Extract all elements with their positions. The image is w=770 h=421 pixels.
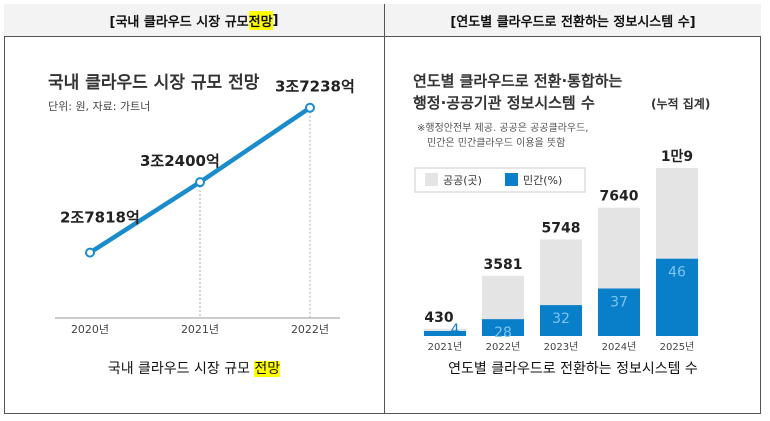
x-tick-2022년: 2022년	[486, 341, 521, 353]
x-tick-2023년: 2023년	[544, 341, 579, 353]
pct-label-2021년: 4	[451, 322, 460, 338]
pct-label-2023년: 32	[552, 311, 570, 327]
line-chart-subtitle: 단위: 원, 자료: 가트너	[48, 100, 150, 113]
bar-private-2023년	[540, 305, 582, 336]
bar-private-2022년	[482, 319, 524, 336]
left-header-text: [국내 클라우드 시장 규모	[109, 14, 249, 30]
left-caption: 국내 클라우드 시장 규모 전망	[4, 358, 384, 378]
right-header-text: [연도별 클라우드로 전환하는 정보시스템 수]	[450, 14, 696, 30]
left-caption-highlight: 전망	[254, 361, 281, 377]
line-chart-title: 국내 클라우드 시장 규모 전망	[48, 73, 260, 93]
bar-chart-title-line1: 연도별 클라우드로 전환·통합하는	[413, 72, 623, 90]
left-header-close: ]	[272, 12, 279, 28]
left-header-highlight: 전망	[248, 10, 273, 30]
bar-private-2024년	[598, 288, 640, 336]
data-point-2021년	[195, 177, 205, 188]
data-label-2020년: 2조7818억	[60, 209, 140, 227]
x-tick-2021년: 2021년	[181, 323, 219, 336]
data-label-2021년: 3조2400억	[140, 152, 220, 170]
x-tick-2024년: 2024년	[602, 341, 637, 353]
legend-swatch-private	[505, 173, 518, 186]
legend-box	[414, 167, 586, 193]
total-label-2025년: 1만9	[661, 149, 693, 165]
total-label-2024년: 7640	[600, 189, 639, 205]
x-tick-2021년: 2021년	[428, 341, 463, 353]
data-point-2020년	[85, 247, 95, 258]
right-caption-text: 연도별 클라우드로 전환하는 정보시스템 수	[448, 361, 698, 377]
x-tick-2020년: 2020년	[71, 323, 109, 336]
bar-chart-title-suffix: (누적 집계)	[651, 96, 710, 111]
bar-private-2025년	[656, 258, 698, 336]
legend-swatch-public	[425, 173, 438, 186]
bar-chart-note-line2: 민간은 민간클라우드 이용을 뜻함	[427, 137, 565, 149]
pct-label-2022년: 28	[494, 325, 512, 341]
data-point-2022년	[305, 102, 315, 113]
total-label-2023년: 5748	[542, 220, 581, 236]
x-tick-2025년: 2025년	[660, 341, 695, 353]
x-tick-2022년: 2022년	[291, 323, 329, 336]
bar-private-2021년	[424, 331, 466, 336]
data-label-2022년: 3조7238억	[275, 78, 355, 96]
left-caption-text: 국내 클라우드 시장 규모	[107, 361, 255, 377]
legend-label-private: 민간(%)	[523, 174, 562, 187]
total-label-2021년: 430	[424, 310, 453, 326]
bar-chart-note-line1: ※행정안전부 제공. 공공은 공공클라우드,	[417, 122, 588, 134]
pct-label-2025년: 46	[668, 265, 686, 281]
panel-divider	[384, 4, 385, 414]
right-panel-header: [연도별 클라우드로 전환하는 정보시스템 수]	[385, 4, 761, 37]
pct-label-2024년: 37	[610, 295, 628, 311]
total-label-2022년: 3581	[484, 257, 523, 273]
left-panel-header: [국내 클라우드 시장 규모 전망]	[4, 4, 384, 37]
bar-chart-title-line2: 행정·공공기관 정보시스템 수	[413, 94, 595, 112]
legend-label-public: 공공(곳)	[443, 174, 482, 187]
right-caption: 연도별 클라우드로 전환하는 정보시스템 수	[385, 358, 761, 378]
